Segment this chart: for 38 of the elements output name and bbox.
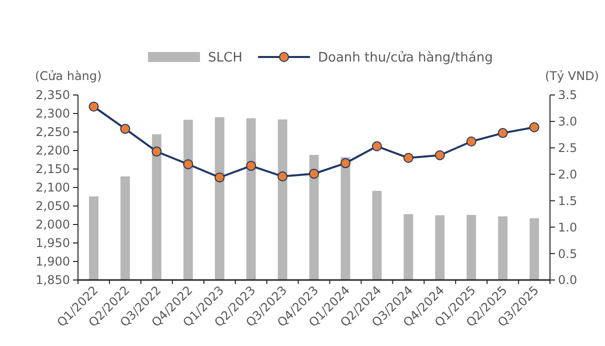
y-tick-label: 2,150 — [36, 162, 70, 176]
point — [434, 150, 445, 160]
point — [214, 172, 225, 182]
point — [183, 159, 194, 170]
y2-tick-label: 1.0 — [558, 220, 578, 234]
y-tick-label: 1,850 — [36, 273, 70, 288]
legend-label: Doanh thu/cửa hàng/tháng — [318, 50, 493, 66]
y-tick-label: 2,200 — [36, 144, 70, 158]
point — [152, 146, 162, 157]
point — [246, 160, 256, 171]
y2-axis-title: (Tỷ VND) — [544, 69, 599, 83]
y2-tick-label: 0.5 — [558, 246, 578, 261]
point — [403, 152, 414, 163]
y-tick-label: 2,000 — [36, 218, 70, 232]
legend-label: SLCH — [208, 50, 242, 66]
y-tick-label: 2,250 — [36, 125, 70, 140]
y-axis-title: (Cửa hàng) — [35, 69, 102, 83]
point — [278, 171, 288, 182]
y2-tick-label: 2.0 — [558, 167, 578, 182]
y-tick-label: 2,350 — [36, 88, 70, 102]
point — [120, 124, 130, 134]
point — [340, 158, 350, 168]
y-tick-label: 1,950 — [36, 236, 70, 250]
y-tick-label: 2,300 — [36, 106, 70, 121]
y2-tick-label: 2.5 — [558, 141, 578, 156]
point — [309, 168, 319, 179]
y-tick-label: 1,900 — [36, 254, 70, 269]
y2-tick-label: 3.0 — [558, 114, 578, 129]
point — [529, 122, 540, 132]
point — [88, 102, 99, 112]
y-tick-label: 2,050 — [36, 199, 70, 214]
y2-tick-label: 3.5 — [558, 88, 578, 102]
y2-tick-label: 0.0 — [558, 273, 578, 288]
y2-tick-label: 1.5 — [558, 194, 578, 208]
point — [372, 141, 382, 152]
y-tick-label: 2,100 — [36, 180, 70, 195]
point — [466, 136, 476, 147]
point — [498, 128, 508, 138]
